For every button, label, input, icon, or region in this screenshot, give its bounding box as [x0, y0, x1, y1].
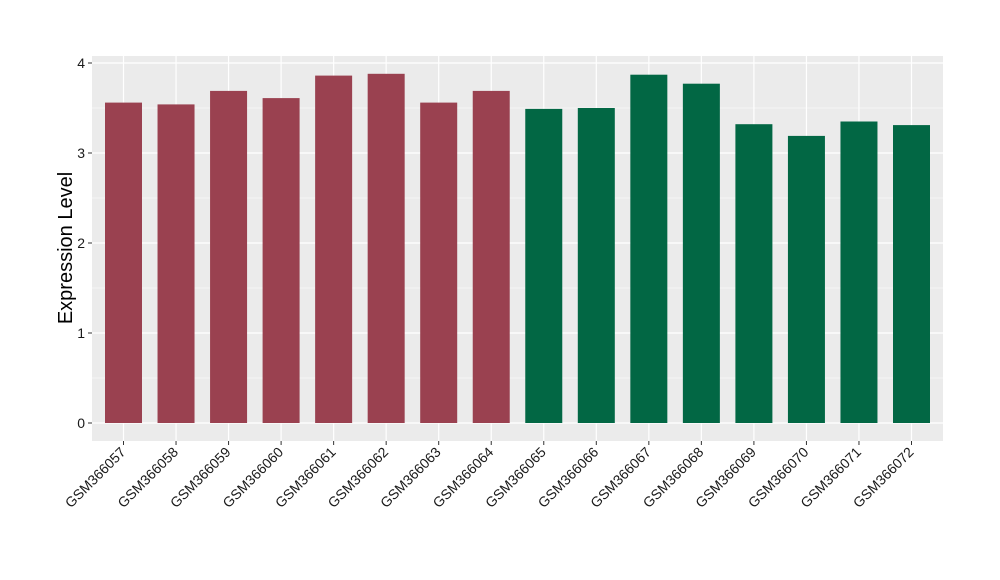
- bar-GSM366059: [210, 90, 248, 424]
- bar-GSM366071: [840, 121, 878, 423]
- bar-GSM366069: [735, 124, 773, 423]
- y-axis-title: Expression Level: [55, 172, 77, 324]
- y-tick-label: 2: [77, 235, 85, 251]
- bar-GSM366058: [157, 104, 195, 424]
- bar-GSM366067: [630, 74, 668, 423]
- bar-GSM366070: [787, 135, 825, 423]
- bar-series: [105, 73, 930, 424]
- y-tick-label: 4: [77, 55, 85, 71]
- bar-GSM366063: [420, 102, 458, 423]
- bar-GSM366062: [367, 73, 405, 424]
- bar-GSM366057: [105, 102, 142, 423]
- bar-GSM366064: [472, 90, 510, 424]
- bar-GSM366060: [262, 98, 300, 423]
- y-tick-label: 3: [77, 145, 85, 161]
- bar-GSM366065: [525, 108, 563, 424]
- y-axis: 0 1 2 3 4: [77, 55, 92, 431]
- bar-GSM366072: [893, 125, 930, 423]
- x-axis: GSM366057GSM366058GSM366059GSM366060GSM3…: [62, 441, 917, 511]
- bar-GSM366068: [682, 83, 720, 423]
- bar-GSM366061: [315, 75, 353, 423]
- y-tick-label: 0: [77, 415, 85, 431]
- y-tick-label: 1: [77, 325, 85, 341]
- bar-GSM366066: [577, 108, 615, 423]
